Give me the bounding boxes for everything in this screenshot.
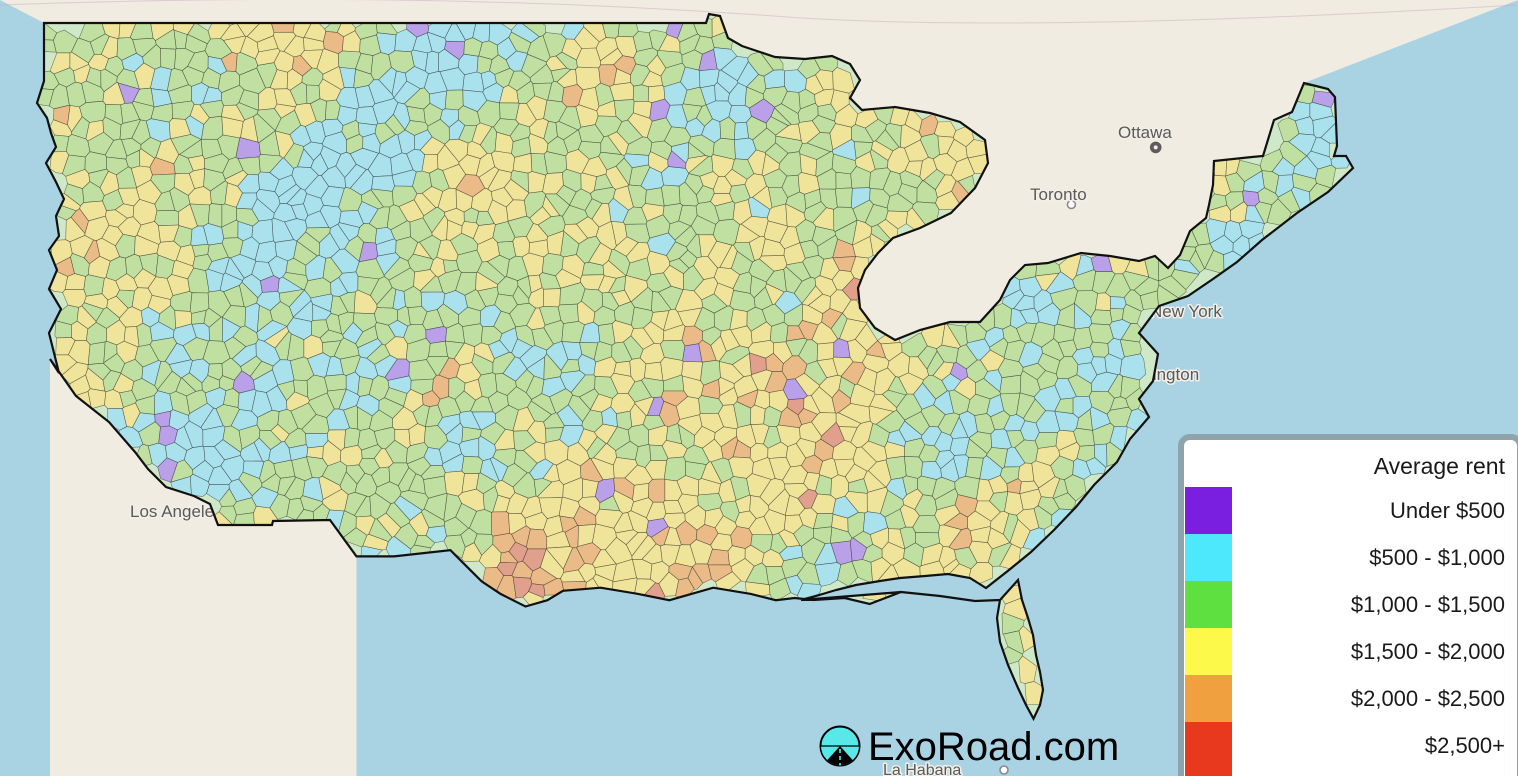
svg-text:Average rent: Average rent bbox=[1374, 453, 1506, 479]
svg-text:$2,000 - $2,500: $2,000 - $2,500 bbox=[1351, 686, 1505, 711]
svg-text:Under $500: Under $500 bbox=[1390, 498, 1505, 523]
svg-text:Los Angeles: Los Angeles bbox=[130, 502, 223, 521]
svg-text:$1,500 - $2,000: $1,500 - $2,000 bbox=[1351, 639, 1505, 664]
svg-text:Toronto: Toronto bbox=[1030, 185, 1087, 204]
svg-text:$500 - $1,000: $500 - $1,000 bbox=[1369, 545, 1505, 570]
svg-text:$2,500+: $2,500+ bbox=[1425, 733, 1505, 758]
svg-text:$1,000 - $1,500: $1,000 - $1,500 bbox=[1351, 592, 1505, 617]
svg-text:ExoRoad.com: ExoRoad.com bbox=[868, 725, 1119, 769]
svg-text:Ottawa: Ottawa bbox=[1118, 123, 1172, 142]
